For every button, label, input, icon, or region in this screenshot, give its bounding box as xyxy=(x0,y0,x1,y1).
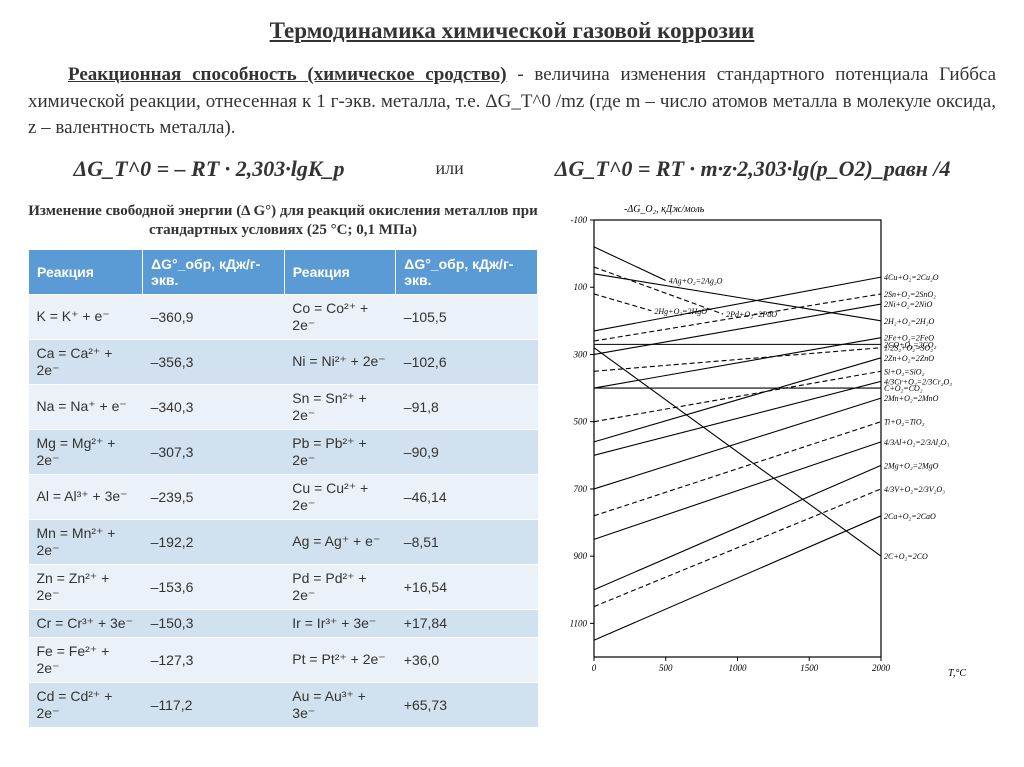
table-row: Mn = Mn²⁺ + 2e⁻–192,2Ag = Ag⁺ + e⁻–8,51 xyxy=(29,519,538,564)
page-title: Термодинамика химической газовой коррози… xyxy=(28,18,996,44)
table-cell: Pt = Pt²⁺ + 2e⁻ xyxy=(284,637,395,682)
table-row: K = K⁺ + e⁻–360,9Co = Co²⁺ + 2e⁻–105,5 xyxy=(29,294,538,339)
svg-text:2Fe+O₂=2FeO: 2Fe+O₂=2FeO xyxy=(884,333,934,342)
table-cell: Ca = Ca²⁺ + 2e⁻ xyxy=(29,339,143,384)
svg-text:2Ni+O₂=2NiO: 2Ni+O₂=2NiO xyxy=(884,300,932,309)
table-cell: –192,2 xyxy=(143,519,285,564)
svg-text:500: 500 xyxy=(659,663,673,673)
table-cell: –46,14 xyxy=(396,474,538,519)
table-cell: +17,84 xyxy=(396,609,538,637)
table-row: Al = Al³⁺ + 3e⁻–239,5Cu = Cu²⁺ + 2e⁻–46,… xyxy=(29,474,538,519)
table-cell: –307,3 xyxy=(143,429,285,474)
table-row: Cd = Cd²⁺ + 2e⁻–117,2Au = Au³⁺ + 3e⁻+65,… xyxy=(29,682,538,727)
table-cell: –356,3 xyxy=(143,339,285,384)
table-cell: Cd = Cd²⁺ + 2e⁻ xyxy=(29,682,143,727)
svg-text:300: 300 xyxy=(573,349,588,359)
svg-text:2000: 2000 xyxy=(872,663,891,673)
para-lead: Реакционная способность (химическое срод… xyxy=(68,64,507,85)
intro-paragraph: Реакционная способность (химическое срод… xyxy=(28,62,996,142)
table-cell: +65,73 xyxy=(396,682,538,727)
table-row: Na = Na⁺ + e⁻–340,3Sn = Sn²⁺ + 2e⁻–91,8 xyxy=(29,384,538,429)
svg-text:2Mg+O₂=2MgO: 2Mg+O₂=2MgO xyxy=(884,461,939,470)
svg-text:4Cu+O₂=2Cu₂O: 4Cu+O₂=2Cu₂O xyxy=(884,273,939,282)
table-cell: Na = Na⁺ + e⁻ xyxy=(29,384,143,429)
svg-text:T,°C: T,°C xyxy=(948,668,966,679)
svg-text:1500: 1500 xyxy=(800,663,819,673)
table-cell: Mg = Mg²⁺ + 2e⁻ xyxy=(29,429,143,474)
svg-text:0: 0 xyxy=(592,663,597,673)
equation-or: или xyxy=(436,158,464,179)
table-cell: Fe = Fe²⁺ + 2e⁻ xyxy=(29,637,143,682)
table-cell: Mn = Mn²⁺ + 2e⁻ xyxy=(29,519,143,564)
svg-text:500: 500 xyxy=(574,416,588,426)
table-cell: –127,3 xyxy=(143,637,285,682)
table-cell: –150,3 xyxy=(143,609,285,637)
table-row: Ca = Ca²⁺ + 2e⁻–356,3Ni = Ni²⁺ + 2e⁻–102… xyxy=(29,339,538,384)
table-header: ΔG°_обр, кДж/г-экв. xyxy=(143,249,285,294)
svg-text:2Ca+O₂=2CaO: 2Ca+O₂=2CaO xyxy=(884,512,936,521)
table-cell: –90,9 xyxy=(396,429,538,474)
table-row: Mg = Mg²⁺ + 2e⁻–307,3Pb = Pb²⁺ + 2e⁻–90,… xyxy=(29,429,538,474)
table-cell: –153,6 xyxy=(143,564,285,609)
table-header: Реакция xyxy=(29,249,143,294)
table-cell: –360,9 xyxy=(143,294,285,339)
table-header: Реакция xyxy=(284,249,395,294)
equation-2: ΔG_T^0 = RT · m·z·2,303·lg(p_O2)_равн /4 xyxy=(555,156,951,182)
table-cell: +16,54 xyxy=(396,564,538,609)
svg-text:Si+O₂=SiO₂: Si+O₂=SiO₂ xyxy=(884,367,925,376)
svg-text:2Pd+O₂=2PdO: 2Pd+O₂=2PdO xyxy=(726,310,777,319)
table-cell: –239,5 xyxy=(143,474,285,519)
svg-text:700: 700 xyxy=(574,484,588,494)
svg-text:1100: 1100 xyxy=(570,618,588,628)
svg-text:2Mn+O₂=2MnO: 2Mn+O₂=2MnO xyxy=(884,394,939,403)
table-cell: –8,51 xyxy=(396,519,538,564)
table-cell: Cu = Cu²⁺ + 2e⁻ xyxy=(284,474,395,519)
table-row: Zn = Zn²⁺ + 2e⁻–153,6Pd = Pd²⁺ + 2e⁻+16,… xyxy=(29,564,538,609)
table-cell: Ni = Ni²⁺ + 2e⁻ xyxy=(284,339,395,384)
equation-1: ΔG_T^0 = – RT · 2,303·lgK_p xyxy=(73,156,344,182)
table-row: Fe = Fe²⁺ + 2e⁻–127,3Pt = Pt²⁺ + 2e⁻+36,… xyxy=(29,637,538,682)
table-header: ΔG°_обр, кДж/г-экв. xyxy=(396,249,538,294)
table-cell: Ag = Ag⁺ + e⁻ xyxy=(284,519,395,564)
svg-text:100: 100 xyxy=(574,282,588,292)
ellingham-chart: -100 100 300 500 700 900 1100 0 500 1000 1500 2000 -… xyxy=(546,202,996,682)
svg-text:4/3V+O₂=2/3V₂O₃: 4/3V+O₂=2/3V₂O₃ xyxy=(884,485,945,494)
table-row: Cr = Cr³⁺ + 3e⁻–150,3Ir = Ir³⁺ + 3e⁻+17,… xyxy=(29,609,538,637)
table-cell: –105,5 xyxy=(396,294,538,339)
table-cell: –102,6 xyxy=(396,339,538,384)
svg-text:-100: -100 xyxy=(571,215,588,225)
table-cell: +36,0 xyxy=(396,637,538,682)
svg-text:2Zn+O₂=2ZnO: 2Zn+O₂=2ZnO xyxy=(884,354,934,363)
table-cell: Al = Al³⁺ + 3e⁻ xyxy=(29,474,143,519)
svg-text:2H₂+O₂=2H₂O: 2H₂+O₂=2H₂O xyxy=(884,317,934,326)
table-caption: Изменение свободной энергии (Δ G°) для р… xyxy=(28,202,538,241)
table-cell: –340,3 xyxy=(143,384,285,429)
svg-text:2Sn+O₂=2SnO₂: 2Sn+O₂=2SnO₂ xyxy=(884,290,936,299)
table-cell: Pd = Pd²⁺ + 2e⁻ xyxy=(284,564,395,609)
table-cell: –91,8 xyxy=(396,384,538,429)
svg-text:4/3Cr+O₂=2/3Cr₂O₃: 4/3Cr+O₂=2/3Cr₂O₃ xyxy=(884,377,952,386)
gibbs-table: РеакцияΔG°_обр, кДж/г-экв.РеакцияΔG°_обр… xyxy=(28,249,538,728)
svg-text:4Ag+O₂=2Ag₂O: 4Ag+O₂=2Ag₂O xyxy=(669,276,723,285)
table-cell: Au = Au³⁺ + 3e⁻ xyxy=(284,682,395,727)
table-cell: Co = Co²⁺ + 2e⁻ xyxy=(284,294,395,339)
svg-text:2C+O₂=2CO: 2C+O₂=2CO xyxy=(884,552,928,561)
table-cell: Pb = Pb²⁺ + 2e⁻ xyxy=(284,429,395,474)
svg-text:900: 900 xyxy=(574,551,588,561)
svg-text:Ti+O₂=TiO₂: Ti+O₂=TiO₂ xyxy=(884,417,925,426)
equations-row: ΔG_T^0 = – RT · 2,303·lgK_p или ΔG_T^0 =… xyxy=(28,156,996,182)
svg-text:4/3Al+O₂=2/3Al₂O₃: 4/3Al+O₂=2/3Al₂O₃ xyxy=(884,438,950,447)
table-cell: Zn = Zn²⁺ + 2e⁻ xyxy=(29,564,143,609)
table-cell: Ir = Ir³⁺ + 3e⁻ xyxy=(284,609,395,637)
svg-text:-ΔG_O₂, кДж/моль: -ΔG_O₂, кДж/моль xyxy=(624,204,705,215)
table-cell: Sn = Sn²⁺ + 2e⁻ xyxy=(284,384,395,429)
table-cell: Cr = Cr³⁺ + 3e⁻ xyxy=(29,609,143,637)
table-cell: –117,2 xyxy=(143,682,285,727)
svg-text:1000: 1000 xyxy=(729,663,748,673)
svg-text:1/2S₂+O₂=SO₂: 1/2S₂+O₂=SO₂ xyxy=(884,344,933,353)
table-cell: K = K⁺ + e⁻ xyxy=(29,294,143,339)
